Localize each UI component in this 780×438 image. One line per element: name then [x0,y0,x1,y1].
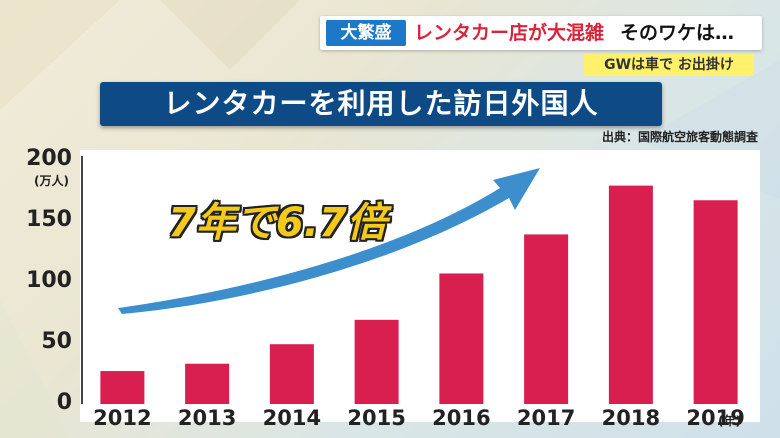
x-axis-unit: (年) [718,414,741,428]
headline-banner: 大繁盛 レンタカー店が大混雑 そのワケは… [320,16,762,50]
headline-tag: 大繁盛 [326,20,406,46]
bar-2017 [524,234,569,404]
headline-sub: そのワケは… [620,22,735,44]
y-tick-label: 100 [26,268,72,293]
source-note: 出典：国際航空旅客動態調査 [601,130,758,144]
x-tick-label: 2013 [177,406,237,430]
x-tick-label: 2017 [516,406,576,430]
x-tick-label: 2015 [347,406,406,430]
x-tick-label: 2019 [686,406,745,430]
y-tick-label: 200 [26,146,72,171]
y-tick-label: 0 [56,390,72,415]
x-tick-label: 2016 [432,406,491,430]
chart-title-box: レンタカーを利用した訪日外国人 [100,82,662,126]
x-tick-label: 2014 [262,406,322,430]
y-tick-label: 150 [26,207,72,232]
bar-2013 [185,363,230,404]
headline-main: レンタカー店が大混雑 [414,22,605,44]
bar-2019 [693,200,738,404]
bar-2018 [608,185,653,404]
bar-2014 [269,344,314,404]
y-axis-unit: (万人) [34,174,69,188]
growth-arrow-icon [118,168,540,314]
x-tick-label: 2018 [601,406,661,430]
bar-2012 [100,371,145,404]
bar-2016 [439,273,484,404]
bar-2015 [354,319,399,404]
subheadline: GWは車で お出掛け [584,54,754,76]
x-tick-label: 2012 [93,406,152,430]
growth-annotation: 7年で6.7倍 [168,200,387,246]
y-tick-label: 50 [41,329,72,354]
chart-title: レンタカーを利用した訪日外国人 [163,87,599,120]
